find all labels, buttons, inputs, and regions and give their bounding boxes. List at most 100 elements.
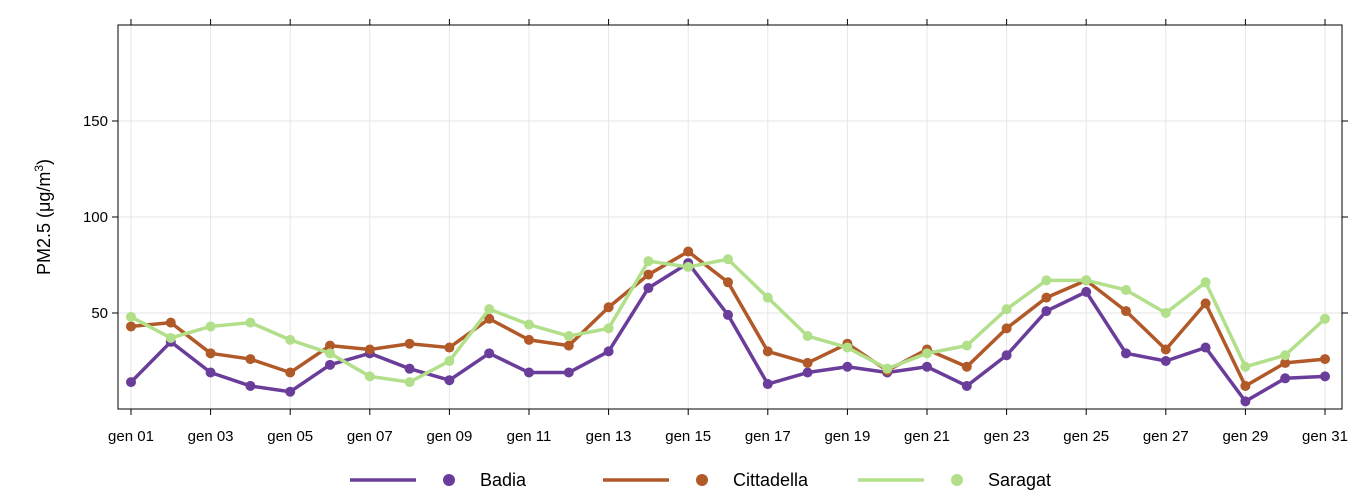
- data-point-cittadella: [325, 340, 335, 351]
- x-tick-label: gen 07: [347, 428, 393, 445]
- x-tick-label: gen 27: [1143, 428, 1189, 445]
- data-point-saragat: [1280, 350, 1291, 361]
- legend-label: Saragat: [988, 470, 1051, 490]
- data-point-cittadella: [524, 334, 534, 345]
- data-point-badia: [1081, 286, 1092, 297]
- data-point-badia: [126, 377, 136, 388]
- data-point-saragat: [842, 342, 853, 353]
- data-point-badia: [762, 379, 773, 390]
- data-point-badia: [285, 386, 296, 397]
- data-point-badia: [802, 367, 813, 378]
- data-point-saragat: [922, 348, 932, 359]
- data-point-badia: [1240, 396, 1251, 407]
- data-point-cittadella: [643, 269, 654, 280]
- data-point-saragat: [683, 261, 694, 272]
- y-axis-label: PM2.5 (μg/m3): [32, 159, 54, 275]
- grid-lines: [118, 25, 1342, 409]
- data-point-saragat: [404, 377, 415, 388]
- data-point-badia: [404, 363, 415, 374]
- legend-label: Cittadella: [733, 470, 809, 490]
- x-tick-label: gen 11: [507, 428, 552, 445]
- x-tick-label: gen 25: [1063, 428, 1109, 445]
- data-point-badia: [842, 361, 853, 372]
- data-point-cittadella: [1160, 344, 1171, 355]
- x-tick-label: gen 23: [984, 428, 1030, 445]
- data-point-cittadella: [444, 342, 455, 353]
- x-tick-label: gen 29: [1222, 428, 1268, 445]
- data-point-saragat: [1081, 275, 1092, 286]
- data-point-saragat: [524, 319, 534, 330]
- data-point-saragat: [1320, 313, 1330, 324]
- data-point-cittadella: [1280, 357, 1291, 368]
- data-point-badia: [961, 380, 972, 391]
- data-point-badia: [1121, 348, 1131, 359]
- data-point-badia: [1320, 371, 1330, 382]
- data-point-cittadella: [126, 321, 136, 332]
- data-point-saragat: [762, 292, 773, 303]
- data-point-badia: [922, 361, 932, 372]
- data-point-cittadella: [364, 344, 375, 355]
- x-tick-label: gen 31: [1302, 428, 1348, 445]
- data-point-badia: [325, 359, 335, 370]
- data-point-cittadella: [404, 338, 415, 349]
- x-tick-label: gen 15: [665, 428, 711, 445]
- y-axis-label-sup: 3: [32, 165, 46, 172]
- data-point-cittadella: [484, 313, 495, 324]
- legend-label: Badia: [480, 470, 527, 490]
- data-point-badia: [444, 375, 455, 386]
- data-point-cittadella: [1041, 292, 1052, 303]
- data-point-badia: [1200, 342, 1211, 353]
- data-point-cittadella: [1121, 306, 1131, 317]
- data-point-badia: [723, 309, 733, 320]
- data-point-saragat: [1041, 275, 1052, 286]
- data-point-saragat: [126, 311, 136, 322]
- data-point-cittadella: [245, 354, 256, 365]
- data-point-cittadella: [165, 317, 176, 328]
- data-point-saragat: [1200, 277, 1211, 288]
- data-point-badia: [1280, 373, 1291, 384]
- data-point-cittadella: [1320, 354, 1330, 365]
- legend-marker: [443, 474, 455, 486]
- data-point-badia: [1041, 306, 1052, 317]
- data-point-saragat: [882, 363, 893, 374]
- x-tick-label: gen 13: [586, 428, 632, 445]
- data-point-badia: [563, 367, 574, 378]
- y-axis-label-main: PM2.5 (μg/m: [34, 172, 54, 275]
- data-point-badia: [245, 380, 256, 391]
- data-point-cittadella: [563, 340, 574, 351]
- x-tick-label: gen 05: [267, 428, 313, 445]
- data-point-cittadella: [285, 367, 296, 378]
- data-point-cittadella: [683, 246, 694, 257]
- y-axis-label-close: ): [34, 159, 54, 165]
- x-tick-label: gen 09: [426, 428, 472, 445]
- legend-item-badia: Badia: [350, 470, 527, 490]
- data-point-cittadella: [1240, 380, 1251, 391]
- data-point-cittadella: [762, 346, 773, 357]
- data-point-saragat: [1240, 361, 1251, 372]
- legend: Badia Cittadella Saragat: [350, 470, 1051, 490]
- y-tick-label: 100: [83, 209, 108, 226]
- data-point-badia: [205, 367, 216, 378]
- legend-marker: [696, 474, 708, 486]
- data-point-badia: [603, 346, 614, 357]
- x-tick-label: gen 19: [824, 428, 870, 445]
- data-point-saragat: [1121, 284, 1131, 295]
- data-point-badia: [1160, 356, 1171, 366]
- data-point-saragat: [563, 331, 574, 342]
- legend-item-cittadella: Cittadella: [603, 470, 809, 490]
- x-tick-label: gen 21: [904, 428, 950, 445]
- data-point-cittadella: [961, 361, 972, 372]
- data-point-saragat: [961, 340, 972, 351]
- series-lines: [126, 246, 1330, 407]
- data-point-saragat: [245, 317, 256, 328]
- y-tick-label: 150: [83, 113, 108, 130]
- data-point-badia: [1001, 350, 1012, 361]
- series-saragat: [126, 254, 1330, 388]
- legend-item-saragat: Saragat: [858, 470, 1051, 490]
- data-point-cittadella: [205, 348, 216, 359]
- data-point-badia: [484, 348, 495, 359]
- x-tick-label: gen 17: [745, 428, 791, 445]
- data-point-cittadella: [723, 277, 733, 288]
- data-point-saragat: [364, 371, 375, 382]
